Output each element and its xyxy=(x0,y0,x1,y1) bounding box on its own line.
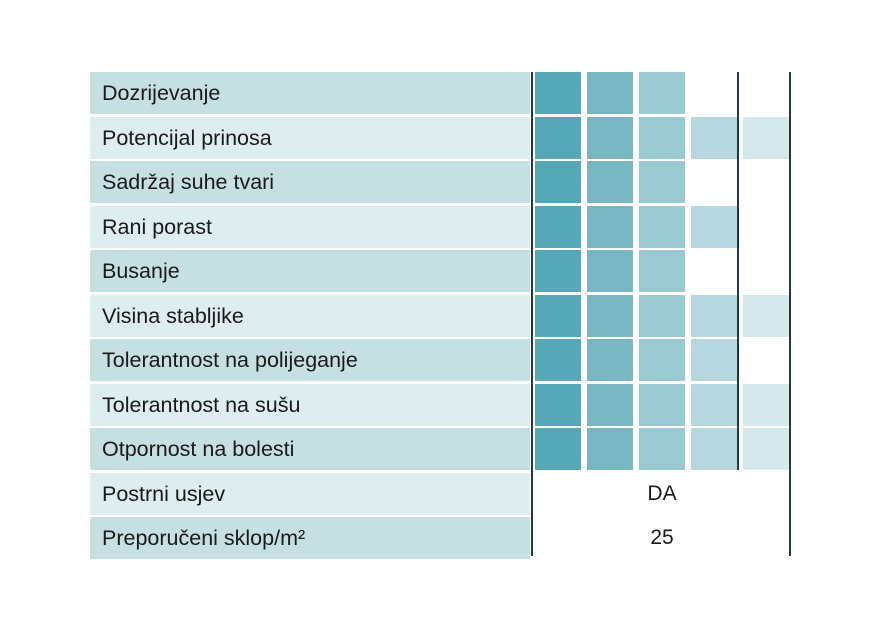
rating-cell-2 xyxy=(587,339,633,381)
trait-label: Tolerantnost na sušu xyxy=(90,383,530,426)
rating-cell-3 xyxy=(639,428,685,470)
table-row: Dozrijevanje xyxy=(90,72,792,117)
rating-cell-3 xyxy=(639,161,685,203)
rating-cell-2 xyxy=(587,383,633,426)
rating-cell-1 xyxy=(535,339,581,381)
property-value: DA xyxy=(647,481,677,505)
column-divider-right xyxy=(789,72,791,556)
rating-cell-2 xyxy=(587,116,633,159)
table-row: Sadržaj suhe tvari xyxy=(90,161,792,206)
trait-label: Tolerantnost na polijeganje xyxy=(90,339,530,381)
trait-label: Sadržaj suhe tvari xyxy=(90,161,530,203)
rating-cell-4 xyxy=(691,294,737,337)
table-row: Otpornost na bolesti xyxy=(90,428,792,473)
rating-cell-2 xyxy=(587,294,633,337)
rating-cell-1 xyxy=(535,250,581,292)
rating-cell-4 xyxy=(691,428,737,470)
column-divider-left xyxy=(531,72,533,556)
rating-cell-5 xyxy=(743,294,789,337)
rating-cell-3 xyxy=(639,205,685,248)
trait-rating-table: Dozrijevanje Potencijal prinosa Sadržaj su… xyxy=(90,72,792,562)
rating-cell-4 xyxy=(691,116,737,159)
table-row: Tolerantnost na polijeganje xyxy=(90,339,792,384)
rating-cell-4 xyxy=(691,383,737,426)
rating-cell-5 xyxy=(743,428,789,470)
table-row: Postrni usjev DA xyxy=(90,472,792,518)
rating-cell-2 xyxy=(587,205,633,248)
table-row: Rani porast xyxy=(90,205,792,251)
rating-cell-3 xyxy=(639,383,685,426)
rating-cell-1 xyxy=(535,294,581,337)
trait-label: Rani porast xyxy=(90,205,530,248)
trait-label: Busanje xyxy=(90,250,530,292)
table-row: Potencijal prinosa xyxy=(90,116,792,162)
rating-cell-4 xyxy=(691,205,737,248)
rating-cell-3 xyxy=(639,116,685,159)
rating-cell-3 xyxy=(639,294,685,337)
trait-label: Otpornost na bolesti xyxy=(90,428,530,470)
property-value: 25 xyxy=(650,526,674,549)
table-row: Visina stabljike xyxy=(90,294,792,340)
property-label: Preporučeni sklop/m² xyxy=(90,517,530,559)
rating-cell-1 xyxy=(535,161,581,203)
trait-label: Visina stabljike xyxy=(90,294,530,337)
rating-cell-3 xyxy=(639,72,685,114)
rating-cell-3 xyxy=(639,339,685,381)
rating-cell-2 xyxy=(587,72,633,114)
rating-cell-5 xyxy=(743,116,789,159)
table-row: Tolerantnost na sušu xyxy=(90,383,792,429)
rating-cell-1 xyxy=(535,72,581,114)
rating-cell-3 xyxy=(639,250,685,292)
property-label: Postrni usjev xyxy=(90,472,530,515)
rating-cell-1 xyxy=(535,116,581,159)
rating-cell-1 xyxy=(535,205,581,248)
table-row: Preporučeni sklop/m² 25 xyxy=(90,517,792,562)
rating-cell-2 xyxy=(587,250,633,292)
cell-divider-4 xyxy=(737,72,739,470)
trait-label: Dozrijevanje xyxy=(90,72,530,114)
table-row: Busanje xyxy=(90,250,792,295)
rating-cell-2 xyxy=(587,161,633,203)
rating-cell-4 xyxy=(691,339,737,381)
trait-label: Potencijal prinosa xyxy=(90,116,530,159)
rating-cell-5 xyxy=(743,383,789,426)
rating-cell-2 xyxy=(587,428,633,470)
rating-cell-1 xyxy=(535,383,581,426)
rating-cell-1 xyxy=(535,428,581,470)
